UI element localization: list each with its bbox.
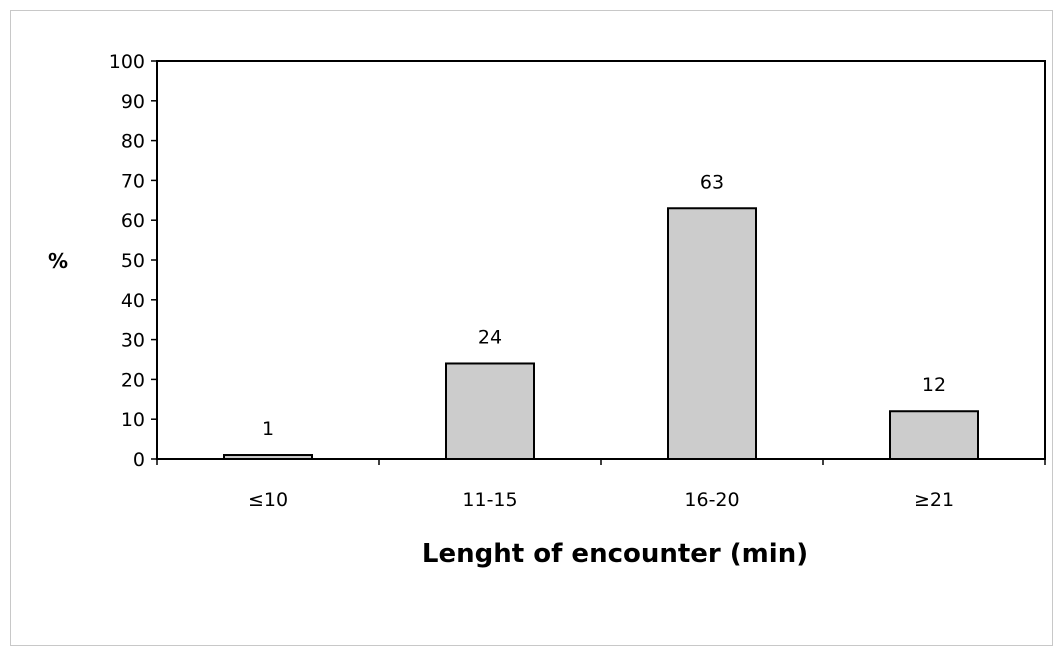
y-tick-label: 40 — [121, 290, 145, 312]
y-tick-label: 20 — [121, 369, 145, 391]
x-tick-label: ≤10 — [248, 489, 288, 511]
y-tick-label: 60 — [121, 210, 145, 232]
y-tick-label: 70 — [121, 170, 145, 192]
y-tick-label: 80 — [121, 131, 145, 153]
y-tick-label: 90 — [121, 91, 145, 113]
y-axis-title: % — [48, 249, 68, 273]
x-axis: ≤10 11-15 16-20 ≥21 — [156, 459, 1046, 511]
data-label: 63 — [700, 171, 724, 193]
x-tick-label: ≥21 — [914, 489, 954, 511]
data-label: 12 — [922, 374, 946, 396]
y-tick-label: 50 — [121, 250, 145, 272]
y-tick-label: 0 — [133, 449, 145, 471]
x-tick-label: 16-20 — [684, 489, 739, 511]
data-labels: 1 24 63 12 — [262, 171, 946, 440]
x-tick-label: 11-15 — [462, 489, 517, 511]
y-tick-label: 30 — [121, 330, 145, 352]
bar — [223, 454, 313, 460]
data-label: 24 — [478, 326, 502, 348]
bar — [445, 362, 535, 461]
y-tick-label: 100 — [109, 51, 145, 73]
bar — [667, 207, 757, 460]
plot-area — [156, 60, 1046, 460]
bars — [223, 207, 979, 461]
x-axis-title: Lenght of encounter (min) — [422, 539, 808, 569]
y-axis: 0 10 20 30 40 50 60 70 80 90 100 — [109, 51, 157, 471]
data-label: 1 — [262, 418, 274, 440]
y-tick-label: 10 — [121, 409, 145, 431]
bar — [889, 410, 979, 460]
